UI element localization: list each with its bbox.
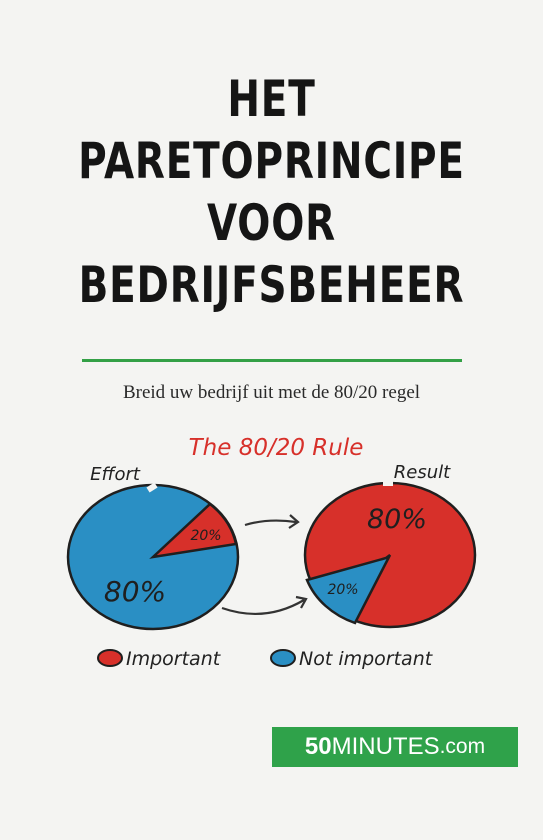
result-not-important-slice xyxy=(305,554,392,625)
result-large-percent: 80% xyxy=(367,504,427,535)
title-line-4: BEDRIJFSBEHEER xyxy=(78,256,465,314)
effort-pie xyxy=(66,482,240,631)
legend: Important Not important xyxy=(97,648,434,670)
legend-important-swatch xyxy=(97,649,123,667)
result-small-percent: 20% xyxy=(327,582,358,598)
effort-large-percent: 80% xyxy=(104,575,166,608)
arrow-bottom xyxy=(221,599,305,616)
brand-word: MINUTES xyxy=(331,733,440,760)
publisher-logo: 50 MINUTES .com xyxy=(272,727,518,767)
title-line-3: VOOR xyxy=(207,194,336,252)
legend-not-important-label: Not important xyxy=(299,648,434,670)
result-pie xyxy=(303,480,477,629)
book-title: HET PARETOPRINCIPE VOOR BEDRIJFSBEHEER xyxy=(60,68,484,316)
book-subtitle: Breid uw bedrijf uit met de 80/20 regel xyxy=(122,382,421,403)
pareto-illustration: The 80/20 Rule Effort 20% 80% Result 80%… xyxy=(66,435,477,670)
effort-important-slice xyxy=(149,502,238,559)
illustration-heading: The 80/20 Rule xyxy=(189,435,364,461)
title-divider xyxy=(82,359,462,362)
title-line-1: HET xyxy=(227,70,316,128)
result-label: Result xyxy=(394,462,451,483)
effort-small-percent: 20% xyxy=(190,528,221,544)
legend-not-important-swatch xyxy=(270,649,296,667)
title-line-2: PARETOPRINCIPE xyxy=(78,132,465,190)
arrow-top xyxy=(244,519,297,527)
effort-label: Effort xyxy=(90,464,141,485)
brand-tld: .com xyxy=(439,735,486,758)
legend-important-label: Important xyxy=(126,648,222,670)
brand-number: 50 xyxy=(304,733,332,760)
